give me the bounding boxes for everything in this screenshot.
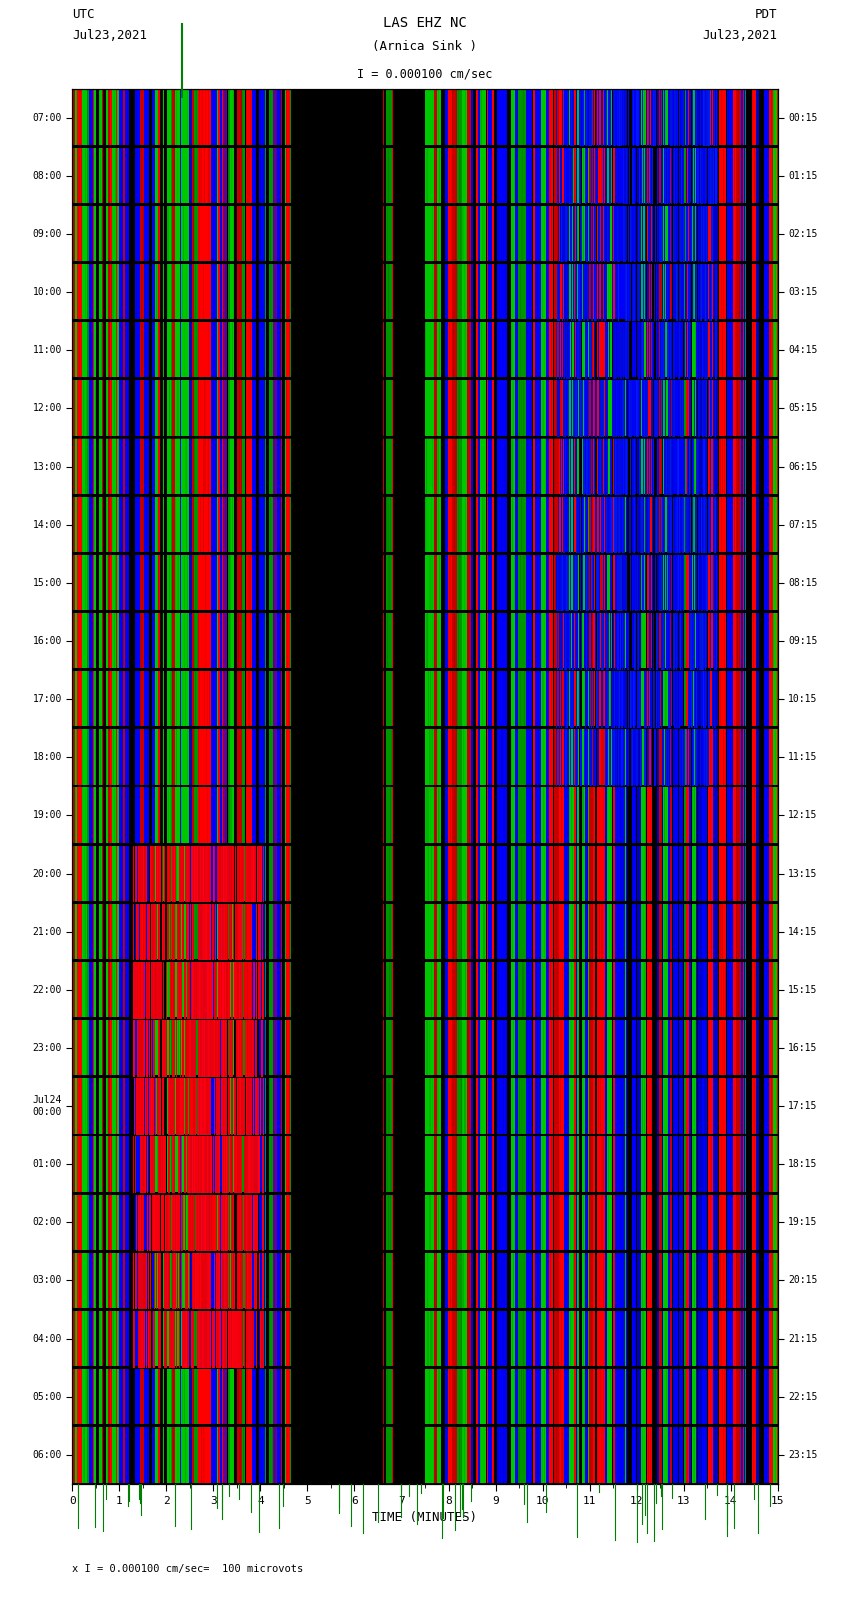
Text: Jul23,2021: Jul23,2021 xyxy=(703,29,778,42)
Text: UTC: UTC xyxy=(72,8,94,21)
Text: (Arnica Sink ): (Arnica Sink ) xyxy=(372,40,478,53)
Text: LAS EHZ NC: LAS EHZ NC xyxy=(383,16,467,31)
Text: PDT: PDT xyxy=(756,8,778,21)
Text: x I = 0.000100 cm/sec=  100 microvots: x I = 0.000100 cm/sec= 100 microvots xyxy=(72,1565,303,1574)
Text: I = 0.000100 cm/sec: I = 0.000100 cm/sec xyxy=(357,68,493,81)
X-axis label: TIME (MINUTES): TIME (MINUTES) xyxy=(372,1511,478,1524)
Text: Jul23,2021: Jul23,2021 xyxy=(72,29,147,42)
